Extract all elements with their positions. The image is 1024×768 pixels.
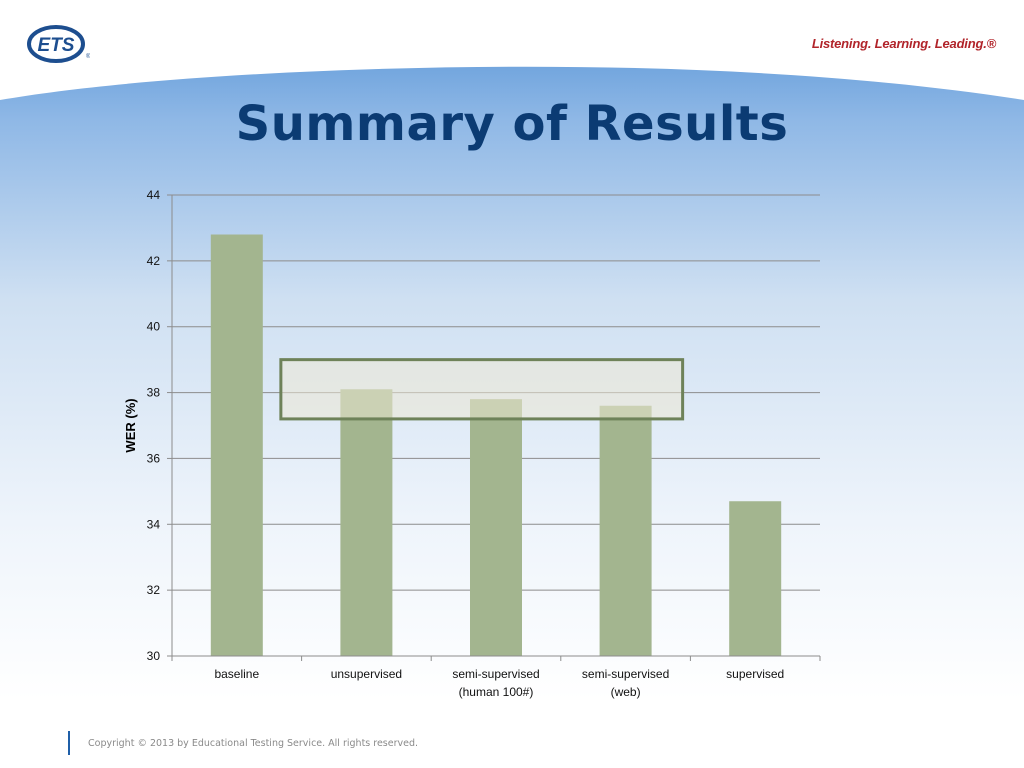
x-category-label: semi-supervised (human 100#) bbox=[452, 667, 539, 699]
svg-text:®: ® bbox=[86, 53, 90, 60]
bar-1 bbox=[210, 234, 263, 656]
copyright-footer: Copyright © 2013 by Educational Testing … bbox=[88, 738, 419, 749]
x-category-label: supervised bbox=[726, 667, 784, 681]
y-tick-label: 42 bbox=[147, 254, 161, 268]
y-axis-title: WER (%) bbox=[123, 398, 138, 452]
bar-2 bbox=[340, 389, 393, 656]
y-tick-label: 34 bbox=[147, 517, 161, 531]
y-tick-label: 40 bbox=[147, 320, 161, 334]
page-title: Summary of Results bbox=[235, 96, 789, 152]
highlight-box bbox=[279, 358, 685, 421]
y-tick-label: 36 bbox=[147, 451, 161, 465]
logo-text: ETS bbox=[38, 35, 75, 56]
x-category-label: baseline bbox=[214, 667, 259, 681]
y-tick-label: 44 bbox=[147, 188, 161, 202]
header-band bbox=[0, 0, 1024, 100]
ets-logo: ETS ® bbox=[27, 25, 90, 63]
y-tick-label: 32 bbox=[147, 583, 161, 597]
y-tick-label: 30 bbox=[147, 649, 161, 663]
tagline: Listening. Learning. Leading.® bbox=[811, 36, 996, 51]
bar-4 bbox=[599, 405, 652, 656]
x-category-label: semi-supervised (web) bbox=[582, 667, 669, 699]
footer-accent-bar bbox=[68, 731, 70, 755]
x-category-label: unsupervised bbox=[331, 667, 402, 681]
bar-3 bbox=[470, 399, 522, 656]
bar-5 bbox=[729, 501, 782, 656]
y-tick-label: 38 bbox=[147, 386, 161, 400]
